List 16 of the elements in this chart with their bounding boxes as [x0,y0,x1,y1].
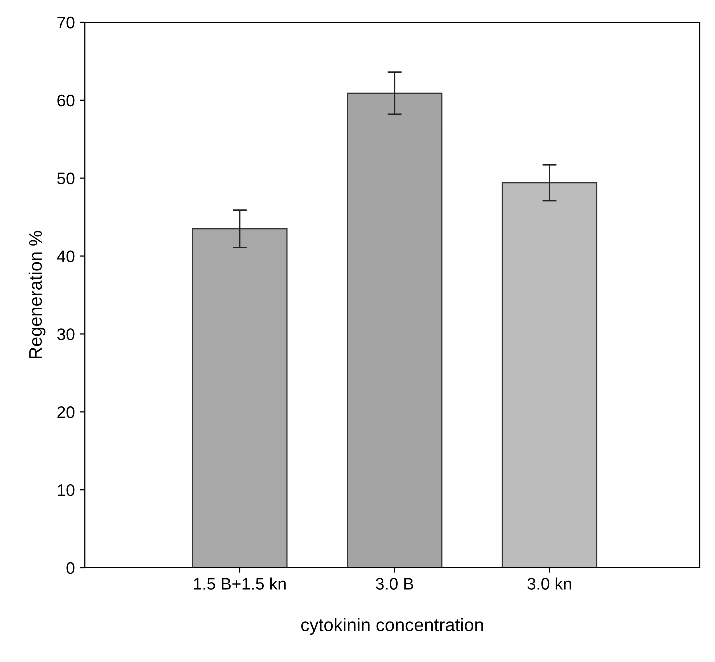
y-tick-label: 40 [57,250,75,262]
x-tick-label: 3.0 B [376,578,414,590]
bar [192,228,288,568]
x-tick-label: 3.0 kn [528,578,572,590]
y-tick-label: 0 [66,562,75,574]
bar [347,92,443,568]
y-tick-label: 30 [57,328,75,340]
y-tick-label: 10 [58,484,75,496]
x-axis-title: cytokinin concentration [301,618,484,636]
x-tick-label: 1.5 B+1.5 kn [194,578,286,590]
y-tick-label: 20 [58,406,75,418]
bar [502,182,598,568]
y-tick-label: 60 [58,94,75,107]
y-tick-label: 70 [58,16,75,29]
y-tick-label: 50 [57,172,75,185]
y-axis-title: Regeneration % [28,231,46,359]
